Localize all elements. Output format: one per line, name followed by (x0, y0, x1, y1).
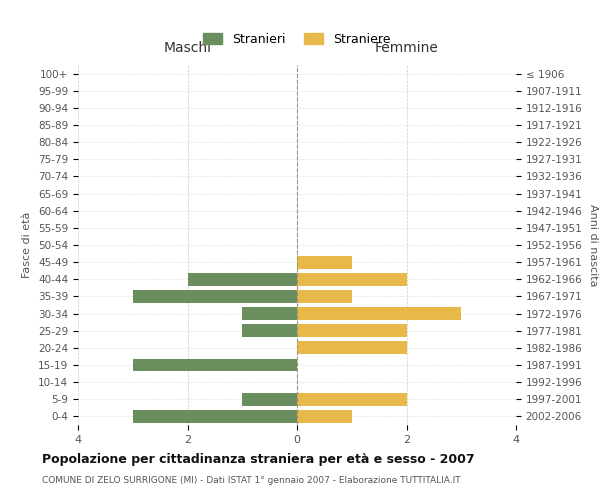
Bar (297, 290, 352, 303)
Bar (297, 256, 352, 268)
Text: COMUNE DI ZELO SURRIGONE (MI) - Dati ISTAT 1° gennaio 2007 - Elaborazione TUTTIT: COMUNE DI ZELO SURRIGONE (MI) - Dati IST… (42, 476, 461, 485)
Bar (297, 393, 407, 406)
Bar (133, 410, 297, 423)
Y-axis label: Fasce di età: Fasce di età (22, 212, 32, 278)
Bar (297, 307, 461, 320)
Y-axis label: Anni di nascita: Anni di nascita (588, 204, 598, 286)
Bar (242, 324, 297, 337)
Text: Femmine: Femmine (374, 40, 439, 54)
Bar (297, 410, 352, 423)
Legend: Stranieri, Straniere: Stranieri, Straniere (199, 28, 395, 51)
Bar (297, 342, 407, 354)
Text: Popolazione per cittadinanza straniera per età e sesso - 2007: Popolazione per cittadinanza straniera p… (42, 452, 475, 466)
Bar (297, 324, 407, 337)
Text: Maschi: Maschi (163, 40, 212, 54)
Bar (242, 393, 297, 406)
Bar (187, 273, 297, 285)
Bar (133, 290, 297, 303)
Bar (297, 273, 407, 285)
Bar (133, 358, 297, 372)
Bar (242, 307, 297, 320)
